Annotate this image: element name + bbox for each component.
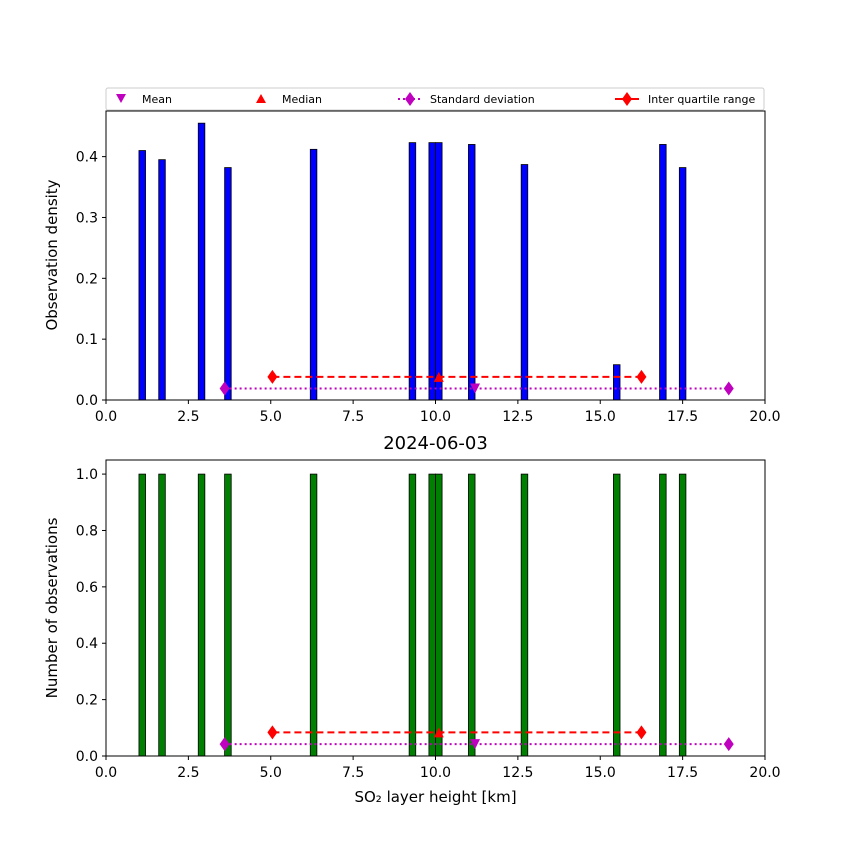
legend-frame bbox=[105, 87, 765, 111]
count-iqr-low-marker bbox=[267, 725, 278, 740]
density-bar bbox=[659, 144, 667, 401]
density-stats bbox=[219, 369, 734, 396]
count-bar bbox=[158, 473, 166, 757]
density-bars bbox=[138, 122, 687, 401]
legend-mean-label: Mean bbox=[142, 93, 172, 106]
count-x-tick-label: 10.0 bbox=[420, 765, 451, 781]
density-x-tick-label: 10.0 bbox=[420, 409, 451, 425]
count-x-tick-label: 20.0 bbox=[749, 765, 780, 781]
density-x-tick-label: 2.5 bbox=[177, 409, 199, 425]
count-bar bbox=[659, 473, 667, 757]
count-bar bbox=[428, 473, 436, 757]
density-x-tick-label: 15.0 bbox=[585, 409, 616, 425]
density-std-low-marker bbox=[219, 381, 230, 396]
density-bar bbox=[428, 142, 436, 401]
density-bar bbox=[138, 150, 146, 401]
density-bar bbox=[158, 159, 166, 401]
density-bar bbox=[678, 167, 687, 401]
count-chart-title: 2024-06-03 bbox=[383, 433, 488, 454]
count-x-tick-label: 7.5 bbox=[342, 765, 364, 781]
density-x-tick-label: 20.0 bbox=[749, 409, 780, 425]
density-iqr-low-marker bbox=[267, 369, 278, 384]
count-x-tick-label: 0.0 bbox=[95, 765, 117, 781]
count-y-ticks: 0.0 0.2 0.4 0.6 0.8 1.0 bbox=[76, 467, 106, 765]
count-y-tick-label: 0.8 bbox=[76, 523, 98, 539]
density-panel: 0.0 2.5 5.0 7.5 10.0 12.5 15.0 17.5 20.0 0.00.10… bbox=[43, 110, 781, 425]
count-bar bbox=[197, 473, 206, 757]
density-bar bbox=[224, 167, 232, 401]
density-bar bbox=[435, 142, 443, 401]
count-iqr-high-marker bbox=[636, 725, 647, 740]
count-std-high-marker bbox=[723, 737, 734, 752]
count-x-tick-label: 5.0 bbox=[260, 765, 282, 781]
legend: Mean Median Standard deviation Inter qua… bbox=[105, 87, 765, 111]
count-y-axis-label: Number of observations bbox=[43, 517, 61, 698]
density-bar bbox=[408, 142, 417, 401]
count-bar bbox=[138, 473, 146, 757]
legend-std-label: Standard deviation bbox=[430, 93, 535, 106]
count-bars bbox=[138, 473, 687, 757]
density-y-ticks: 0.0 0.1 0.2 0.3 0.4 bbox=[76, 150, 106, 409]
density-y-tick-label: 0.4 bbox=[76, 150, 98, 166]
density-y-tick-label: 0.2 bbox=[76, 271, 98, 287]
density-bar bbox=[520, 164, 529, 401]
count-y-tick-label: 0.4 bbox=[76, 636, 98, 652]
density-bar bbox=[197, 122, 206, 401]
count-y-tick-label: 0.0 bbox=[76, 749, 98, 765]
density-x-tick-label: 5.0 bbox=[260, 409, 282, 425]
density-x-ticks: 0.0 2.5 5.0 7.5 10.0 12.5 15.0 17.5 20.0 bbox=[95, 400, 781, 425]
density-bar bbox=[309, 148, 318, 401]
count-x-tick-label: 15.0 bbox=[585, 765, 616, 781]
legend-median-label: Median bbox=[282, 93, 322, 106]
count-y-tick-label: 0.6 bbox=[76, 580, 98, 596]
legend-std-marker bbox=[405, 92, 415, 106]
count-stats bbox=[219, 725, 734, 752]
count-x-tick-label: 2.5 bbox=[177, 765, 199, 781]
count-bar bbox=[678, 473, 687, 757]
density-y-axis-label: Observation density bbox=[43, 179, 61, 330]
count-x-ticks: 0.0 2.5 5.0 7.5 10.0 12.5 15.0 17.5 20.0 bbox=[95, 756, 781, 781]
count-bar bbox=[520, 473, 529, 757]
density-median-marker bbox=[433, 371, 444, 382]
density-bar bbox=[468, 144, 476, 401]
legend-median-marker bbox=[256, 94, 266, 103]
count-y-tick-label: 0.2 bbox=[76, 693, 98, 709]
count-bar bbox=[309, 473, 318, 757]
density-x-tick-label: 7.5 bbox=[342, 409, 364, 425]
count-x-axis-label: SO₂ layer height [km] bbox=[354, 788, 516, 806]
count-bar bbox=[435, 473, 443, 757]
count-panel: 2024-06-03 0.0 2.5 5.0 7.5 10.0 12.5 15.0 17.5 2… bbox=[43, 433, 781, 806]
legend-iqr-marker bbox=[622, 92, 632, 106]
legend-mean-marker bbox=[116, 94, 126, 103]
density-x-tick-label: 0.0 bbox=[95, 409, 117, 425]
count-x-tick-label: 17.5 bbox=[667, 765, 698, 781]
count-bar bbox=[224, 473, 232, 757]
density-bar bbox=[613, 364, 621, 401]
count-bar bbox=[408, 473, 417, 757]
count-bar bbox=[468, 473, 476, 757]
count-std-low-marker bbox=[219, 737, 230, 752]
density-mean-marker bbox=[470, 383, 481, 394]
density-y-tick-label: 0.0 bbox=[76, 393, 98, 409]
count-median-marker bbox=[433, 727, 444, 738]
count-x-tick-label: 12.5 bbox=[502, 765, 533, 781]
legend-iqr-label: Inter quartile range bbox=[648, 93, 755, 106]
density-y-tick-label: 0.1 bbox=[76, 332, 98, 348]
count-mean-marker bbox=[470, 739, 481, 750]
count-bar bbox=[613, 473, 621, 757]
density-x-tick-label: 17.5 bbox=[667, 409, 698, 425]
count-y-tick-label: 1.0 bbox=[76, 467, 98, 483]
density-x-tick-label: 12.5 bbox=[502, 409, 533, 425]
density-y-tick-label: 0.3 bbox=[76, 210, 98, 226]
density-std-high-marker bbox=[723, 381, 734, 396]
density-iqr-high-marker bbox=[636, 369, 647, 384]
